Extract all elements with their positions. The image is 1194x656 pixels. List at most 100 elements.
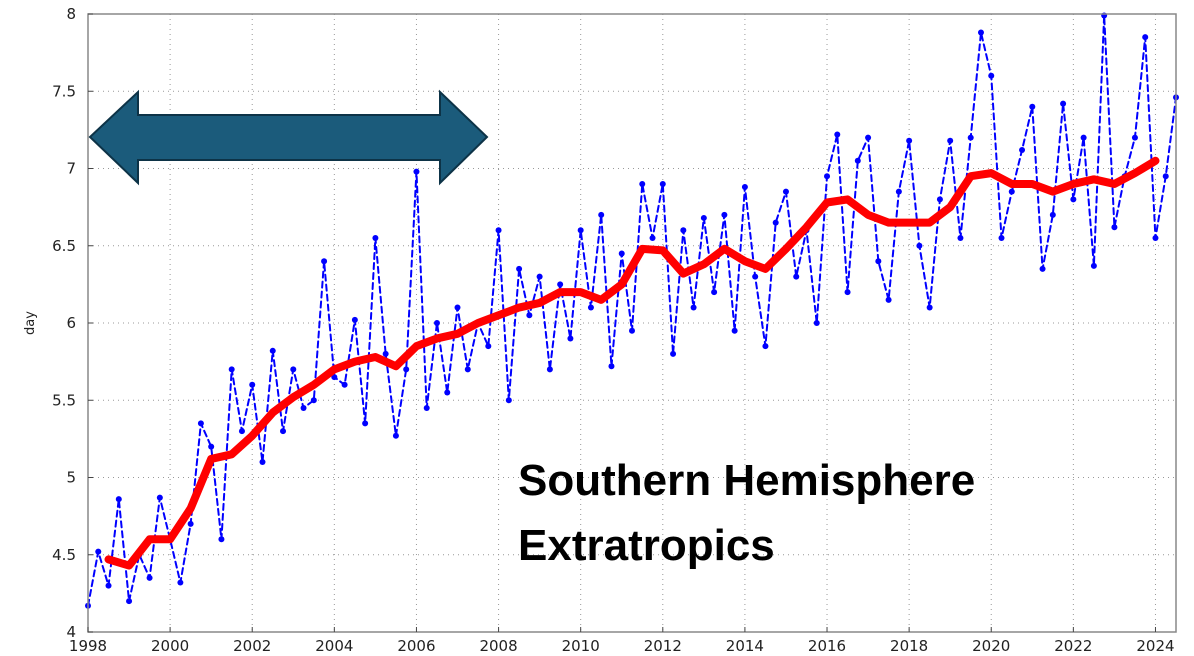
data-point [567,335,574,342]
data-point [526,312,533,319]
data-point [156,494,163,501]
data-point [341,381,348,388]
data-point [218,536,225,543]
data-point [824,173,831,180]
y-axis-label: day [23,311,38,335]
data-point [813,320,820,326]
data-point [1080,134,1087,141]
annotation: Southern Hemisphere [518,456,975,505]
y-tick-label: 4 [66,623,76,641]
data-point [793,273,800,280]
arrow [88,89,489,186]
data-point [844,289,851,296]
data-point [762,343,769,350]
data-point [618,250,625,257]
data-point [967,134,974,141]
data-point [310,397,317,404]
data-point [413,168,420,175]
data-point [700,214,707,221]
data-point [423,404,430,411]
y-tick-label: 6.5 [52,237,76,255]
data-point [495,227,502,234]
x-tick-label: 2000 [151,637,189,655]
data-point [598,211,605,218]
data-point [926,304,933,311]
data-point [197,420,204,427]
data-point [1070,196,1077,203]
data-point [649,235,656,242]
data-point [269,347,276,354]
data-point [629,327,635,334]
data-point [290,366,297,373]
y-tick-label: 5.5 [52,391,76,409]
series-line [104,156,1160,570]
y-tick-label: 7 [66,160,76,178]
y-tick-label: 6 [66,314,76,332]
data-point [680,227,687,234]
data-point [1090,262,1097,269]
data-point [1152,235,1159,242]
data-point [957,235,964,242]
x-tick-label: 1998 [69,637,107,655]
data-point [238,428,245,435]
data-point [587,304,594,311]
y-tick-label: 7.5 [52,82,76,100]
data-point [639,180,646,187]
data-point [557,281,564,288]
x-tick-label: 2014 [726,637,764,655]
data-point [1162,173,1169,180]
x-tick-label: 2012 [644,637,682,655]
data-point [1049,211,1056,218]
data-point [351,316,358,323]
data-point [516,265,523,272]
data-point [947,137,954,144]
data-point [608,363,615,370]
data-point [731,327,738,334]
data-point [403,366,410,373]
data-point [372,235,379,242]
data-point [536,273,543,280]
data-point [208,443,215,450]
data-point [146,574,153,581]
data-point [670,350,677,357]
data-point [505,397,512,404]
data-point [444,389,451,396]
data-point [1142,34,1149,41]
data-point [95,548,102,555]
data-point [752,273,759,280]
y-tick-label: 4.5 [52,546,76,564]
plot-area [85,12,1179,609]
data-point [126,598,133,605]
data-point [772,219,779,226]
data-point [936,196,943,203]
data-point [362,420,369,427]
data-point [906,137,913,144]
data-point [1111,224,1118,231]
data-point [998,235,1005,242]
data-point [485,343,492,350]
data-point [259,459,266,466]
data-point [834,131,841,138]
data-point [875,258,882,265]
data-point [1060,100,1067,107]
data-point [280,428,287,435]
data-point [464,366,471,373]
data-point [1019,146,1026,153]
y-tick-label: 8 [66,5,76,23]
x-tick-label: 2018 [890,637,928,655]
x-tick-label: 2022 [1054,637,1092,655]
x-tick-label: 2006 [397,637,435,655]
x-tick-label: 2020 [972,637,1010,655]
data-point [1131,134,1138,141]
data-point [721,211,728,218]
data-point [741,184,748,191]
data-point [711,289,718,296]
data-point [228,366,235,373]
data-point [546,366,553,373]
y-tick-label: 5 [66,469,76,487]
x-tick-label: 2016 [808,637,846,655]
data-point [454,304,461,311]
data-point [782,188,789,195]
